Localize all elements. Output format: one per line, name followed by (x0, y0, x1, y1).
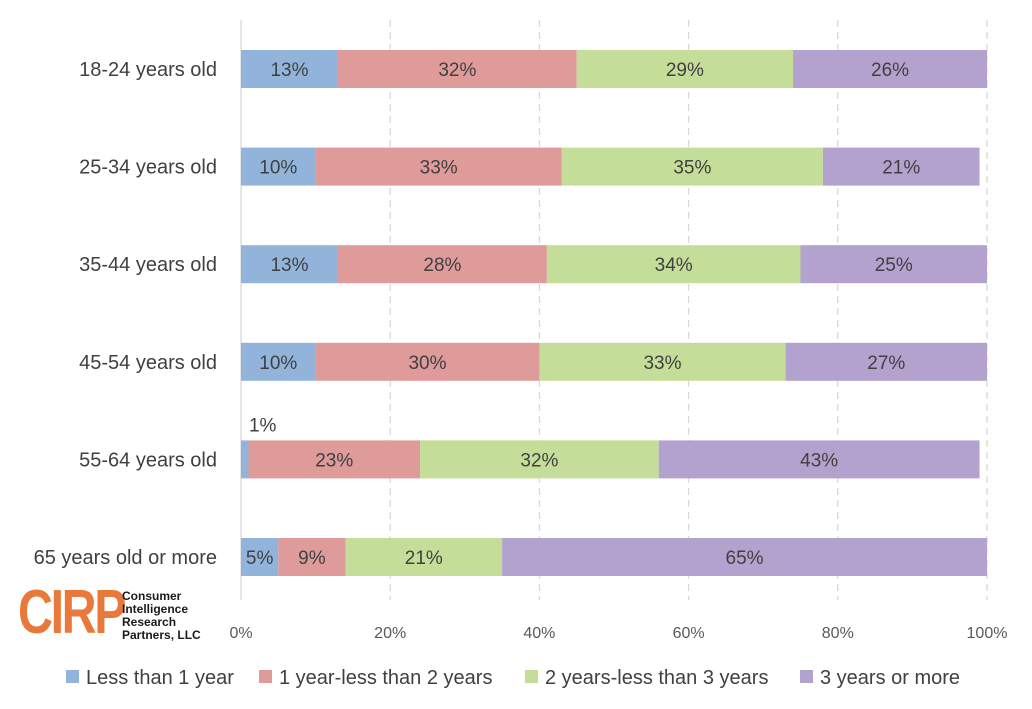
bar-segment (785, 342, 987, 381)
bar-segment (576, 50, 794, 88)
data-label: 9% (298, 548, 326, 569)
data-label: 5% (246, 548, 274, 569)
data-label: 34% (655, 255, 693, 276)
data-label: 21% (405, 548, 443, 569)
data-label: 32% (520, 450, 558, 471)
data-label: 35% (673, 158, 711, 179)
data-label: 10% (259, 353, 297, 374)
x-tick-label: 0% (229, 625, 252, 642)
x-tick-label: 60% (673, 625, 705, 642)
cirp-logo: CIRP Consumer Intelligence Research Part… (18, 582, 218, 658)
bar-segment (241, 440, 249, 479)
bar-segment (241, 245, 338, 284)
data-label: 32% (438, 60, 476, 81)
x-axis-ticks: 0% 20% 40% 60% 80% 100% (229, 625, 1007, 642)
legend-swatch (259, 670, 272, 683)
bar-segment (546, 245, 801, 284)
bar-segment (420, 440, 659, 479)
data-label: 27% (867, 353, 905, 374)
logo-mark: CIRP (18, 578, 127, 647)
bar-segment (539, 342, 786, 381)
bar-segment (658, 440, 980, 479)
legend-label: 2 years-less than 3 years (545, 667, 768, 689)
bar-segment (793, 50, 987, 88)
data-label: 13% (270, 60, 308, 81)
data-label: 23% (315, 450, 353, 471)
bar-segment (345, 538, 503, 576)
legend-label: Less than 1 year (86, 667, 234, 689)
category-label: 18-24 years old (79, 59, 217, 81)
data-label: 43% (800, 450, 838, 471)
category-labels: 18-24 years old 25-34 years old 35-44 year… (34, 59, 217, 569)
data-label: 10% (259, 158, 297, 179)
legend-label: 1 year-less than 2 years (279, 667, 492, 689)
legend: Less than 1 year 1 year-less than 2 years… (66, 667, 960, 689)
bar-segment (337, 50, 577, 88)
bar-segment (800, 245, 987, 284)
x-tick-label: 40% (523, 625, 555, 642)
category-label: 45-54 years old (79, 352, 217, 374)
bar-segment (241, 342, 316, 381)
x-tick-label: 100% (967, 625, 1008, 642)
bar-segment (315, 147, 562, 186)
data-label: 26% (871, 60, 909, 81)
bar-segment (822, 147, 980, 186)
bar-segment (248, 440, 421, 479)
legend-swatch (525, 670, 538, 683)
legend-label: 3 years or more (820, 667, 960, 689)
data-label: 28% (423, 255, 461, 276)
bars: 13% 32% 29% 26% 10% 33% 35% 21% 13% 28% 34% 25% 10% 3… (241, 50, 987, 576)
category-label: 25-34 years old (79, 157, 217, 179)
data-label: 30% (408, 353, 446, 374)
bar-segment (337, 245, 547, 284)
gridlines (240, 20, 988, 600)
logo-company-name: Consumer Intelligence Research Partners,… (122, 589, 201, 642)
x-tick-label: 80% (822, 625, 854, 642)
data-label: 29% (666, 60, 704, 81)
bar-segment (561, 147, 823, 186)
bar-segment (241, 538, 279, 576)
x-tick-label: 20% (374, 625, 406, 642)
category-label: 35-44 years old (79, 254, 217, 276)
data-label: 33% (420, 158, 458, 179)
legend-swatch (800, 670, 813, 683)
category-label: 65 years old or more (34, 547, 217, 569)
legend-swatch (66, 670, 79, 683)
data-label: 65% (726, 548, 764, 569)
data-label: 33% (643, 353, 681, 374)
data-label: 1% (249, 415, 277, 436)
data-label: 25% (875, 255, 913, 276)
bar-segment (278, 538, 346, 576)
bar-segment (241, 50, 338, 88)
bar-segment (315, 342, 540, 381)
data-label: 13% (270, 255, 308, 276)
data-label: 21% (882, 158, 920, 179)
bar-segment (502, 538, 987, 576)
category-label: 55-64 years old (79, 449, 217, 471)
bar-segment (241, 147, 316, 186)
